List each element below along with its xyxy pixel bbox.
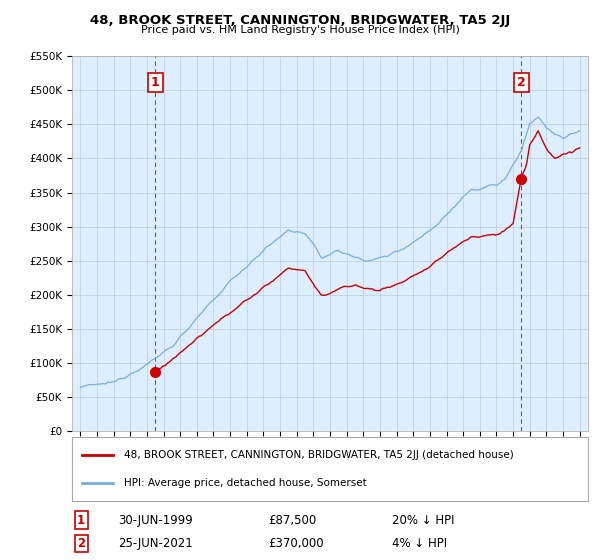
Text: HPI: Average price, detached house, Somerset: HPI: Average price, detached house, Some…: [124, 478, 367, 488]
Text: £370,000: £370,000: [268, 537, 324, 550]
Text: 2: 2: [517, 76, 526, 89]
Text: 48, BROOK STREET, CANNINGTON, BRIDGWATER, TA5 2JJ (detached house): 48, BROOK STREET, CANNINGTON, BRIDGWATER…: [124, 450, 514, 460]
Text: Price paid vs. HM Land Registry's House Price Index (HPI): Price paid vs. HM Land Registry's House …: [140, 25, 460, 35]
Text: 2: 2: [77, 537, 85, 550]
Text: 4% ↓ HPI: 4% ↓ HPI: [392, 537, 447, 550]
Text: £87,500: £87,500: [268, 514, 316, 526]
Text: 20% ↓ HPI: 20% ↓ HPI: [392, 514, 454, 526]
Text: 25-JUN-2021: 25-JUN-2021: [118, 537, 193, 550]
Text: 30-JUN-1999: 30-JUN-1999: [118, 514, 193, 526]
Text: 1: 1: [151, 76, 160, 89]
Text: 48, BROOK STREET, CANNINGTON, BRIDGWATER, TA5 2JJ: 48, BROOK STREET, CANNINGTON, BRIDGWATER…: [90, 14, 510, 27]
Text: 1: 1: [77, 514, 85, 526]
